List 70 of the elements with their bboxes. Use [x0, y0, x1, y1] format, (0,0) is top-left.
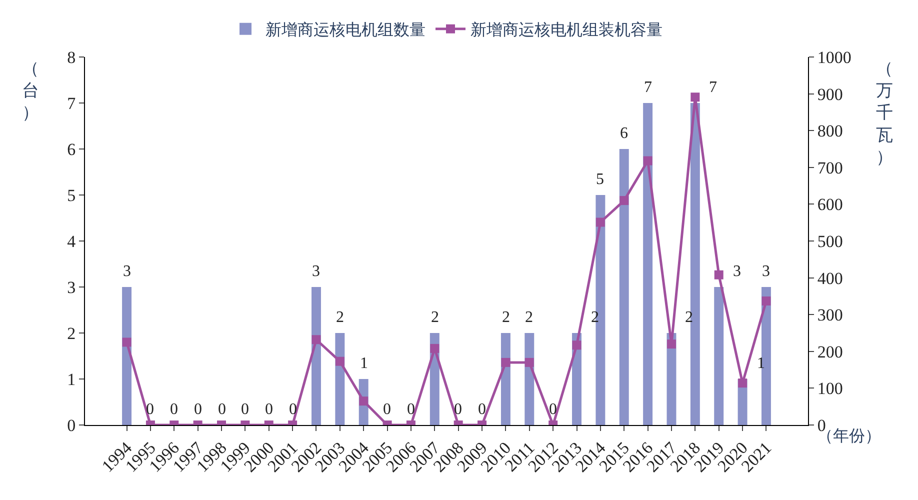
- point: [620, 196, 629, 206]
- data-label: 7: [709, 79, 717, 96]
- data-label: 0: [218, 401, 226, 418]
- y-tick-label: 7: [67, 94, 76, 113]
- data-label: 0: [146, 401, 154, 418]
- point: [714, 270, 724, 280]
- data-label: 2: [431, 309, 439, 326]
- data-label: 3: [762, 263, 770, 280]
- y-tick-label: 4: [67, 232, 76, 251]
- point: [430, 344, 440, 353]
- point: [335, 356, 344, 366]
- data-label: 1: [757, 355, 765, 372]
- y-axis-title: （台）: [22, 59, 39, 124]
- point: [572, 340, 582, 350]
- y2-tick-label: 200: [817, 342, 843, 362]
- point: [762, 296, 771, 306]
- y2-tick-label: 800: [817, 122, 843, 141]
- data-label: 2: [525, 309, 533, 326]
- data-label: 0: [265, 401, 273, 418]
- point: [666, 340, 676, 349]
- bar: [312, 287, 321, 425]
- data-label: 0: [170, 401, 178, 418]
- y-tick-label: 5: [67, 186, 76, 205]
- bar: [714, 287, 724, 425]
- y2-tick-label: 500: [817, 232, 843, 251]
- point: [596, 218, 605, 227]
- data-label: 3: [123, 263, 131, 280]
- bar: [619, 149, 629, 425]
- point: [524, 358, 534, 367]
- point: [122, 338, 132, 347]
- data-label: 0: [454, 401, 462, 418]
- point: [690, 92, 700, 102]
- y2-tick-label: 100: [817, 379, 843, 398]
- y2-tick-label: 900: [817, 84, 843, 104]
- y-tick-label: 2: [67, 324, 76, 343]
- data-label: 1: [360, 355, 368, 372]
- y-tick-label: 6: [67, 140, 76, 159]
- data-label: 2: [502, 309, 510, 326]
- y-tick-label: 0: [67, 416, 76, 435]
- data-label: 3: [312, 263, 320, 280]
- data-label: 2: [591, 309, 599, 326]
- data-label: 0: [194, 401, 202, 418]
- data-label: 0: [383, 401, 391, 418]
- legend-label: 新增商运核电机组数量: [266, 20, 426, 40]
- data-label: 2: [685, 309, 693, 326]
- y2-tick-label: 400: [817, 268, 843, 288]
- point: [312, 335, 321, 344]
- y2-axis-title: （万千瓦）: [876, 59, 893, 168]
- y2-tick-label: 1000: [817, 48, 852, 67]
- bar: [122, 287, 132, 425]
- data-label: 0: [478, 401, 486, 418]
- data-label: 0: [407, 401, 415, 418]
- data-label: 0: [241, 401, 249, 418]
- data-label: 3: [733, 263, 741, 280]
- data-label: 6: [620, 125, 628, 142]
- data-label: 0: [289, 401, 297, 418]
- y2-tick-label: 600: [817, 195, 843, 214]
- y-tick-label: 3: [67, 278, 76, 297]
- data-label: 5: [596, 171, 604, 188]
- data-label: 0: [549, 401, 557, 418]
- bar: [643, 103, 653, 425]
- data-label: 2: [336, 309, 344, 326]
- point: [643, 156, 652, 166]
- point: [501, 358, 510, 367]
- y2-tick-label: 700: [817, 158, 843, 178]
- legend-label: 新增商运核电机组装机容量: [470, 20, 662, 40]
- y-tick-label: 8: [67, 48, 76, 67]
- y2-tick-label: 300: [817, 306, 843, 325]
- y-tick-label: 1: [67, 370, 76, 389]
- data-label: 7: [644, 79, 652, 96]
